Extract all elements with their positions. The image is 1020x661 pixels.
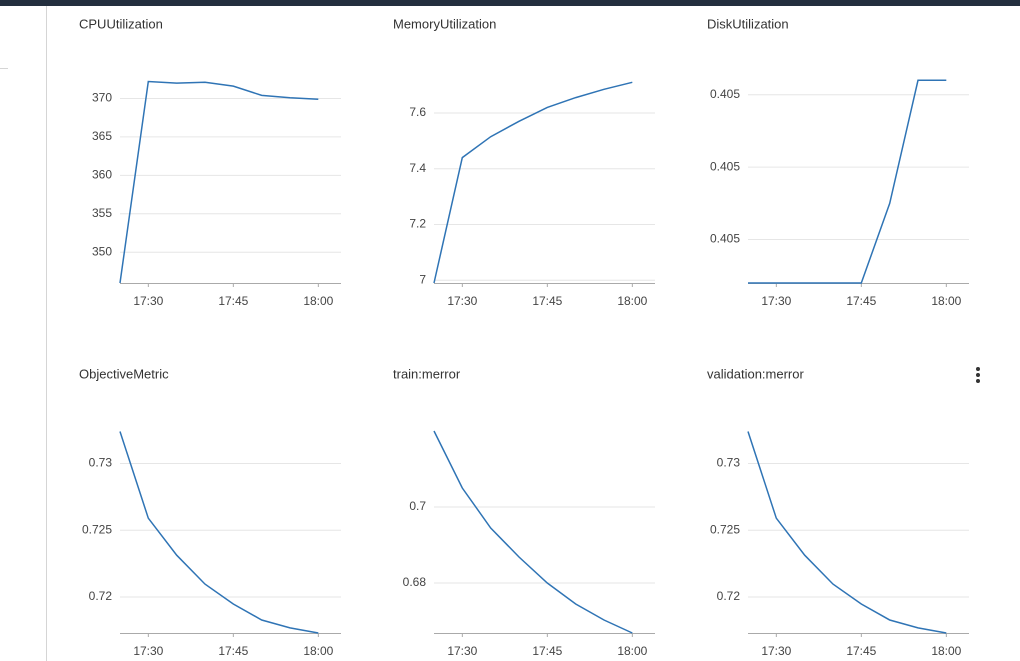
series-line	[747, 431, 947, 634]
x-tick-label: 18:00	[617, 644, 647, 658]
y-tick-label: 350	[92, 244, 112, 258]
x-tick-label: 17:45	[846, 644, 876, 658]
x-tick-label: 17:45	[218, 644, 248, 658]
y-tick-label: 7.4	[409, 161, 426, 175]
x-tick-label: 17:30	[447, 294, 477, 308]
y-tick-label: 365	[92, 129, 112, 143]
x-tick-label: 17:30	[133, 644, 163, 658]
y-tick-label: 0.73	[89, 456, 113, 470]
y-tick-label: 0.405	[710, 87, 740, 101]
y-tick-label: 7.6	[409, 105, 426, 119]
chart-title: CPUUtilization	[79, 16, 163, 31]
y-tick-label: 0.73	[717, 456, 741, 470]
y-tick-label: 0.405	[710, 232, 740, 246]
x-tick-label: 17:30	[447, 644, 477, 658]
y-tick-label: 7	[419, 272, 426, 286]
chart-title: DiskUtilization	[707, 16, 789, 31]
chart-title: ObjectiveMetric	[79, 366, 169, 381]
series-line	[433, 430, 633, 634]
x-tick-label: 17:30	[133, 294, 163, 308]
y-tick-label: 0.72	[717, 589, 741, 603]
menu-dot	[976, 379, 980, 383]
y-tick-label: 0.405	[710, 159, 740, 173]
y-tick-label: 7.2	[409, 217, 426, 231]
y-tick-label: 0.7	[409, 499, 426, 513]
x-tick-label: 18:00	[303, 644, 333, 658]
menu-dot	[976, 373, 980, 377]
y-tick-label: 0.72	[89, 589, 113, 603]
kebab-menu[interactable]	[976, 367, 980, 383]
chart-title: train:merror	[393, 366, 461, 381]
x-tick-label: 18:00	[931, 644, 961, 658]
top-bar	[0, 0, 1020, 6]
x-tick-label: 17:45	[532, 294, 562, 308]
x-tick-label: 17:45	[218, 294, 248, 308]
y-tick-label: 360	[92, 168, 112, 182]
x-tick-label: 17:30	[761, 294, 791, 308]
y-tick-label: 0.725	[82, 522, 112, 536]
menu-dot	[976, 367, 980, 371]
series-line	[433, 81, 633, 284]
y-tick-label: 370	[92, 91, 112, 105]
x-tick-label: 17:45	[846, 294, 876, 308]
series-line	[748, 79, 947, 284]
x-tick-label: 18:00	[303, 294, 333, 308]
chart-title: validation:merror	[707, 366, 804, 381]
series-line	[119, 431, 319, 634]
chart-title: MemoryUtilization	[393, 16, 496, 31]
x-tick-label: 18:00	[931, 294, 961, 308]
y-tick-label: 0.725	[710, 522, 740, 536]
x-tick-label: 18:00	[617, 294, 647, 308]
y-tick-label: 0.68	[403, 575, 427, 589]
x-tick-label: 17:45	[532, 644, 562, 658]
series-line	[119, 80, 319, 284]
x-tick-label: 17:30	[761, 644, 791, 658]
y-tick-label: 355	[92, 206, 112, 220]
